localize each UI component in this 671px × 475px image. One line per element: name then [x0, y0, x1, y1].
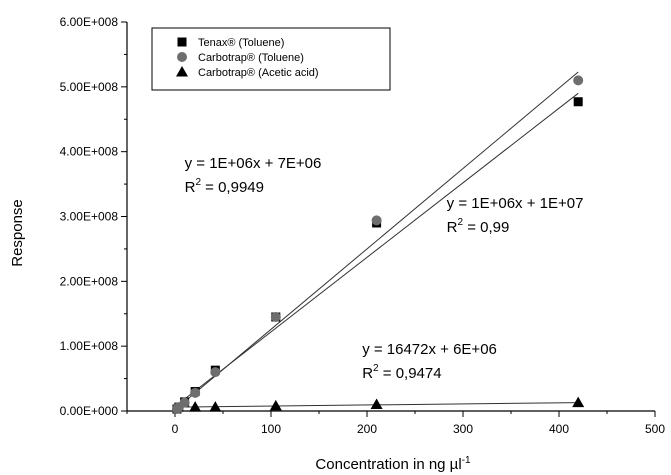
series-2-point-2 — [269, 399, 282, 411]
legend-marker-1 — [177, 52, 187, 62]
series-2-point-0 — [189, 401, 202, 412]
x-tick-label-1: 100 — [261, 422, 281, 436]
series-1-point-2 — [179, 397, 190, 408]
y-tick-label-5: 5.00E+008 — [60, 80, 119, 94]
r-squared-1-sup: 2 — [458, 217, 464, 228]
series-2-point-4 — [572, 396, 585, 408]
legend-label-1: Carbotrap® (Toluene) — [198, 52, 304, 64]
legend-label-2: Carbotrap® (Acetic acid) — [198, 67, 319, 79]
legend-marker-0 — [177, 37, 187, 47]
r-squared-2-value: = 0,9474 — [379, 365, 442, 382]
series-1-point-5 — [270, 311, 281, 322]
series-1-point-6 — [371, 215, 382, 226]
legend-box — [151, 27, 391, 91]
series-1-point-4 — [210, 367, 221, 378]
legend-label-0: Tenax® (Toluene) — [198, 37, 284, 49]
r-squared-1: R2 = 0,99 — [447, 217, 510, 236]
series-2-point-1 — [209, 401, 222, 412]
trendline-0 — [174, 92, 579, 407]
series-2-point-3 — [370, 398, 383, 410]
y-tick-label-6: 6.00E+008 — [60, 15, 119, 29]
r-squared-0: R2 = 0,9949 — [185, 177, 264, 196]
r-squared-0-sup: 2 — [195, 177, 201, 188]
r-squared-1-value: = 0,99 — [463, 219, 509, 236]
plot-area: 0.00E+000 1.00E+008 2.00E+008 3.00E+008 4.00… — [60, 15, 666, 436]
r-squared-2: R2 = 0,9474 — [362, 363, 441, 382]
equation-0: y = 1E+06x + 7E+06 — [185, 155, 322, 172]
x-axis-title-sup: -1 — [462, 455, 471, 466]
trendline-1 — [174, 71, 579, 411]
y-axis-title: Response — [9, 199, 26, 267]
r-squared-0-symbol: R — [185, 179, 196, 196]
x-axis-title-text: Concentration in ng µl — [315, 456, 461, 473]
r-squared-2-symbol: R — [362, 365, 373, 382]
equation-2: y = 16472x + 6E+06 — [362, 341, 497, 358]
series-0-point-7 — [573, 97, 583, 107]
y-tick-label-4: 4.00E+008 — [60, 145, 119, 159]
r-squared-0-value: = 0,9949 — [201, 179, 264, 196]
equation-1: y = 1E+06x + 1E+07 — [447, 195, 584, 212]
y-tick-label-2: 2.00E+008 — [60, 274, 119, 288]
x-tick-label-4: 400 — [549, 422, 569, 436]
x-tick-label-3: 300 — [453, 422, 473, 436]
x-tick-label-0: 0 — [172, 422, 179, 436]
x-tick-label-5: 500 — [645, 422, 665, 436]
r-squared-2-sup: 2 — [373, 363, 379, 374]
y-tick-label-0: 0.00E+000 — [60, 404, 119, 418]
legend-marker-2 — [176, 66, 188, 77]
series-1-point-3 — [190, 387, 201, 398]
x-axis-title: Concentration in ng µl-1 — [315, 455, 471, 473]
y-tick-label-1: 1.00E+008 — [60, 339, 119, 353]
series-1-point-7 — [573, 75, 584, 86]
y-tick-label-3: 3.00E+008 — [60, 210, 119, 224]
r-squared-1-symbol: R — [447, 219, 458, 236]
x-tick-label-2: 200 — [357, 422, 377, 436]
